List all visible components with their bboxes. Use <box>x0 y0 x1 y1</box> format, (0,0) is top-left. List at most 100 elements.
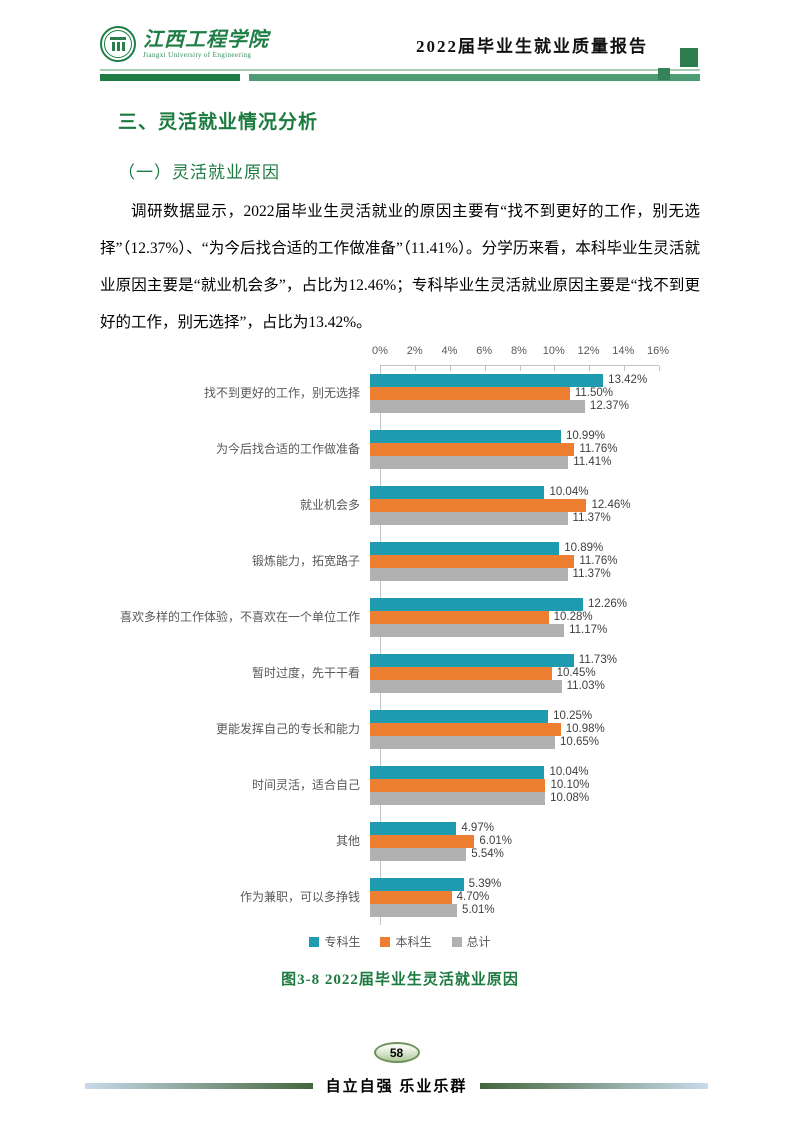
bar-segment <box>370 709 549 723</box>
category-label: 锻炼能力，拓宽路子 <box>251 553 360 568</box>
bar-line: 12.26% <box>370 597 648 611</box>
axis-tick-label: 4% <box>441 345 458 357</box>
legend-item: 专科生 <box>309 933 360 950</box>
bar-line: 10.98% <box>370 722 648 736</box>
bar-value-label: 11.03% <box>566 680 605 692</box>
legend-swatch-icon <box>451 936 462 947</box>
bar-segment <box>370 511 568 525</box>
chart-axis: 0% 2% 4% 6% 8% 10% 12% 14% 16% <box>372 345 669 361</box>
bar-line: 10.99% <box>370 429 648 443</box>
bar-value-label: 10.89% <box>564 542 604 554</box>
header-rule-light-segment <box>249 74 700 81</box>
bar-value-label: 12.26% <box>588 598 628 610</box>
bar-line: 4.70% <box>370 890 648 904</box>
seal-emblem-icon <box>110 37 126 51</box>
university-seal-icon <box>100 26 136 62</box>
bar-segment <box>370 821 457 835</box>
bar-line: 11.76% <box>370 554 648 568</box>
category-label: 作为兼职，可以多挣钱 <box>239 889 360 904</box>
bar-line: 10.65% <box>370 735 648 749</box>
body-paragraph: 调研数据显示，2022届毕业生灵活就业的原因主要有“找不到更好的工作，别无选择”… <box>100 203 700 331</box>
bar-segment <box>370 722 561 736</box>
category-label: 为今后找合适的工作做准备 <box>215 441 360 456</box>
category-bars: 10.04% 12.46% 11.37% <box>370 485 670 525</box>
bar-line: 5.54% <box>370 847 648 861</box>
bar-value-label: 11.76% <box>579 443 618 455</box>
chart-category-row: 锻炼能力，拓宽路子 10.89% 11.76% 11.37% <box>100 533 700 589</box>
motto-bar-left <box>84 1082 313 1089</box>
chart-body: 找不到更好的工作，别无选择 13.42% 11.50% 12.37% 为今后找合适的工作… <box>100 365 700 925</box>
category-bars: 10.89% 11.76% 11.37% <box>370 541 670 581</box>
bar-segment <box>370 597 584 611</box>
section-title: 三、灵活就业情况分析 <box>118 112 319 133</box>
bar-line: 12.46% <box>370 498 648 512</box>
page-header: 江西工程学院 Jiangxi University of Engineering… <box>100 22 700 81</box>
bar-segment <box>370 485 545 499</box>
axis-tick-label: 6% <box>476 345 493 357</box>
report-title: 2022届毕业生就业质量报告 <box>416 36 648 56</box>
axis-tick-label: 10% <box>542 345 565 357</box>
bar-line: 11.37% <box>370 567 648 581</box>
header-rule-dark-segment <box>100 74 240 81</box>
bar-segment <box>370 679 562 693</box>
category-bars: 12.26% 10.28% 11.17% <box>370 597 670 637</box>
bar-line: 11.73% <box>370 653 648 667</box>
chart-axis-topline <box>380 365 660 371</box>
bar-line: 10.10% <box>370 778 648 792</box>
bar-segment <box>370 778 546 792</box>
axis-tick-mark <box>659 366 660 371</box>
bar-line: 10.89% <box>370 541 648 555</box>
category-bars: 10.99% 11.76% 11.41% <box>370 429 670 469</box>
bar-segment <box>370 610 549 624</box>
square-large-icon <box>680 48 698 67</box>
chart-category-row: 时间灵活，适合自己 10.04% 10.10% 10.08% <box>100 757 700 813</box>
bar-value-label: 10.10% <box>550 779 590 791</box>
bar-segment <box>370 735 556 749</box>
bar-value-label: 10.25% <box>553 710 593 722</box>
bar-line: 11.50% <box>370 386 648 400</box>
chart-rows: 找不到更好的工作，别无选择 13.42% 11.50% 12.37% 为今后找合适的工作… <box>100 365 700 925</box>
chart-category-row: 为今后找合适的工作做准备 10.99% 11.76% 11.41% <box>100 421 700 477</box>
bar-value-label: 11.37% <box>572 512 611 524</box>
category-label: 找不到更好的工作，别无选择 <box>203 385 360 400</box>
bar-value-label: 11.41% <box>573 456 612 468</box>
bar-segment <box>370 399 585 413</box>
bar-segment <box>370 386 570 400</box>
chart-category-row: 作为兼职，可以多挣钱 5.39% 4.70% 5.01% <box>100 869 700 925</box>
bar-segment <box>370 429 561 443</box>
axis-tick-mark <box>554 366 556 371</box>
bar-segment <box>370 373 604 387</box>
footer-motto: 自立自强 乐业乐群 <box>325 1079 468 1095</box>
chart-axis-vline <box>380 365 381 925</box>
legend-label: 本科生 <box>395 935 432 949</box>
bar-line: 11.37% <box>370 511 648 525</box>
bar-value-label: 10.08% <box>550 792 590 804</box>
bar-value-label: 10.04% <box>549 486 589 498</box>
footer-motto-row: 自立自强 乐业乐群 <box>0 1075 793 1096</box>
bar-value-label: 5.54% <box>471 848 504 860</box>
page-number-badge: 58 <box>373 1042 420 1063</box>
legend-label: 专科生 <box>324 935 361 949</box>
bar-line: 10.04% <box>370 485 648 499</box>
legend-swatch-icon <box>380 936 391 947</box>
bar-segment <box>370 623 565 637</box>
decorative-squares <box>656 48 700 86</box>
bar-line: 11.03% <box>370 679 648 693</box>
axis-tick-mark <box>589 366 591 371</box>
axis-tick-label: 8% <box>511 345 527 357</box>
bar-line: 10.28% <box>370 610 648 624</box>
bar-value-label: 13.42% <box>608 374 648 386</box>
header-rule <box>100 74 700 81</box>
bar-value-label: 12.37% <box>589 400 629 412</box>
axis-tick-mark <box>414 366 416 371</box>
bar-line: 10.45% <box>370 666 648 680</box>
page-number: 58 <box>389 1045 404 1060</box>
bar-segment <box>370 903 458 917</box>
category-bars: 11.73% 10.45% 11.03% <box>370 653 670 693</box>
bar-value-label: 11.17% <box>569 624 608 636</box>
axis-tick-label: 16% <box>646 345 670 357</box>
bar-line: 13.42% <box>370 373 648 387</box>
axis-tick-label: 12% <box>577 345 600 357</box>
axis-tick-label: 14% <box>612 345 635 357</box>
bar-segment <box>370 847 467 861</box>
